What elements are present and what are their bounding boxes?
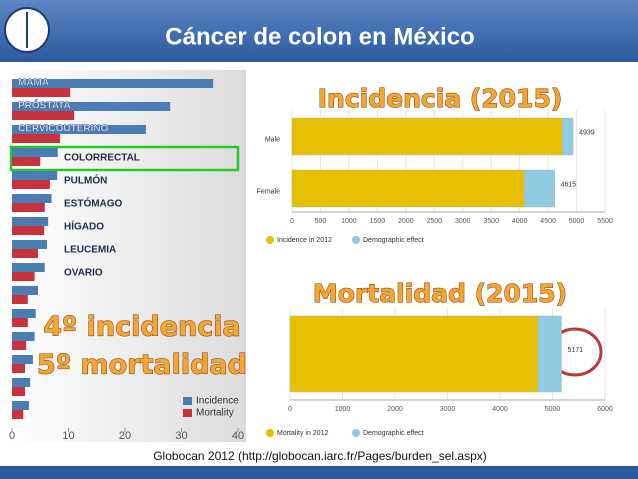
x-tick-label: 2500 bbox=[426, 218, 442, 225]
bar bbox=[12, 378, 31, 387]
bar bbox=[12, 125, 146, 134]
category-label: OVARIO bbox=[64, 268, 103, 279]
bar-segment bbox=[562, 117, 574, 156]
legend-label: Incidence bbox=[196, 396, 239, 407]
legend-label: Demographic effect bbox=[363, 237, 424, 244]
category-label: LEUCEMIA bbox=[64, 245, 116, 256]
footer-bar bbox=[0, 466, 638, 479]
bar bbox=[12, 88, 71, 97]
x-tick-label: 1000 bbox=[341, 218, 357, 225]
bar bbox=[12, 171, 58, 180]
bar bbox=[12, 157, 41, 166]
x-tick-label: 0 bbox=[288, 406, 292, 413]
bar bbox=[12, 272, 35, 281]
bar bbox=[12, 249, 38, 258]
x-tick-label: 40 bbox=[232, 430, 244, 442]
total-label: 4939 bbox=[579, 129, 595, 136]
category-label: CERVICOUTERINO bbox=[18, 124, 109, 135]
category-label: MAMA bbox=[18, 78, 49, 89]
x-tick-label: 3000 bbox=[440, 406, 456, 413]
bar bbox=[12, 79, 214, 88]
bar bbox=[12, 355, 33, 364]
legend-label: Mortality bbox=[196, 408, 234, 419]
x-tick-label: 6000 bbox=[597, 406, 613, 413]
x-tick-label: 1000 bbox=[335, 406, 351, 413]
x-tick-label: 5000 bbox=[569, 218, 585, 225]
legend-label: Demographic effect bbox=[363, 430, 424, 437]
category-label: ESTÓMAGO bbox=[64, 197, 123, 210]
x-tick-label: 20 bbox=[119, 430, 131, 442]
x-tick-label: 0 bbox=[290, 218, 294, 225]
x-tick-label: 1500 bbox=[370, 218, 386, 225]
annotation: 4º incidencia bbox=[43, 312, 241, 343]
bar bbox=[12, 134, 61, 143]
legend-swatch bbox=[183, 409, 192, 417]
x-tick-label: 500 bbox=[315, 218, 327, 225]
legend-swatch bbox=[266, 429, 274, 437]
x-tick-label: 3500 bbox=[483, 218, 499, 225]
bar bbox=[12, 387, 25, 396]
bar bbox=[12, 217, 49, 226]
x-tick-label: 5000 bbox=[545, 406, 561, 413]
bar bbox=[12, 263, 45, 272]
category-label: PULMÓN bbox=[64, 174, 107, 187]
bar bbox=[12, 410, 24, 419]
category-label: COLORRECTAL bbox=[64, 153, 140, 164]
legend-label: Mortality in 2012 bbox=[277, 430, 328, 437]
x-tick-label: 4000 bbox=[512, 218, 528, 225]
legend-swatch bbox=[266, 236, 274, 244]
bar bbox=[12, 111, 75, 120]
bar bbox=[12, 309, 36, 318]
bar bbox=[12, 318, 28, 327]
legend-swatch bbox=[183, 397, 192, 405]
x-tick-label: 4000 bbox=[492, 406, 508, 413]
bar bbox=[12, 401, 29, 410]
bar-segment bbox=[289, 315, 539, 393]
bar bbox=[12, 203, 45, 212]
bar bbox=[12, 286, 38, 295]
x-tick-label: 5500 bbox=[597, 218, 613, 225]
bar-segment bbox=[537, 315, 562, 393]
category-label: HÍGADO bbox=[64, 220, 104, 233]
slide-title: Cáncer de colon en México bbox=[165, 23, 474, 50]
bar-segment bbox=[291, 117, 563, 156]
bar bbox=[12, 148, 58, 157]
legend-swatch bbox=[352, 236, 360, 244]
chart-title: Incidencia (2015) bbox=[318, 84, 563, 113]
bar-segment bbox=[523, 169, 555, 208]
bar bbox=[12, 226, 45, 235]
bar bbox=[12, 341, 27, 350]
annotation: 5º mortalidad bbox=[37, 350, 247, 381]
category-label: PRÓSTATA bbox=[18, 99, 71, 112]
bar bbox=[12, 180, 50, 189]
category-label: Male bbox=[265, 136, 280, 143]
bar bbox=[12, 295, 28, 304]
bar bbox=[12, 332, 35, 341]
x-tick-label: 10 bbox=[62, 430, 74, 442]
legend-swatch bbox=[352, 429, 360, 437]
bar bbox=[12, 240, 48, 249]
source: Globocan 2012 (http://globocan.iarc.fr/P… bbox=[153, 449, 487, 463]
chart-title: Mortalidad (2015) bbox=[313, 279, 567, 308]
bar bbox=[12, 102, 171, 111]
x-tick-label: 2000 bbox=[398, 218, 414, 225]
x-tick-label: 4500 bbox=[540, 218, 556, 225]
bar bbox=[12, 364, 25, 373]
legend-label: Incidence in 2012 bbox=[277, 237, 332, 244]
highlight-box bbox=[9, 145, 240, 172]
total-label: 4615 bbox=[561, 181, 577, 188]
x-tick-label: 3000 bbox=[455, 218, 471, 225]
x-tick-label: 2000 bbox=[387, 406, 403, 413]
total-label: 5171 bbox=[567, 347, 583, 354]
bar bbox=[12, 194, 52, 203]
bar-segment bbox=[291, 169, 525, 208]
category-label: Female bbox=[257, 188, 280, 195]
header-bar bbox=[0, 0, 638, 62]
x-tick-label: 30 bbox=[175, 430, 187, 442]
x-tick-label: 0 bbox=[9, 430, 15, 442]
